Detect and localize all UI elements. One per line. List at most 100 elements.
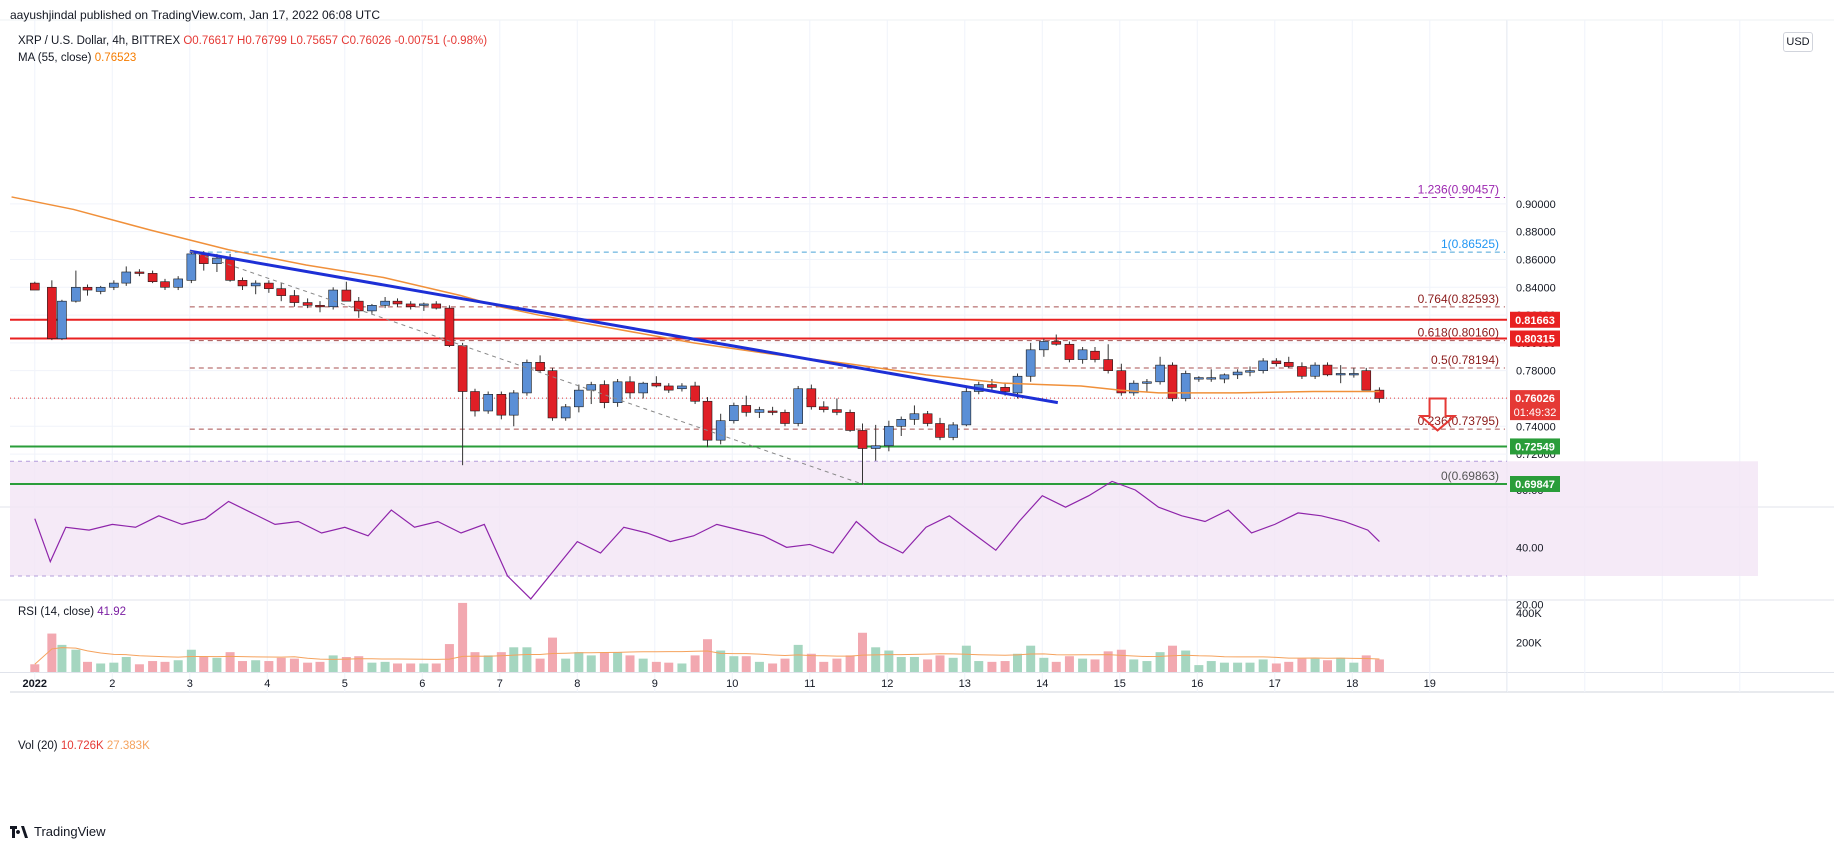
bearish-trend-line [189, 249, 1059, 405]
volume-tick-label: 200K [1516, 638, 1542, 650]
price-tag [1510, 476, 1560, 492]
volume-bar [651, 661, 661, 672]
candle-body [754, 409, 765, 413]
volume-bar [496, 652, 506, 672]
candle-body [302, 302, 313, 306]
volume-bar [845, 655, 855, 672]
candle-body [496, 394, 507, 416]
price-tag-label: 0.69847 [1515, 479, 1555, 491]
price-axis: 0.720000.740000.760000.780000.800000.820… [1516, 199, 1556, 461]
candle-body [729, 405, 739, 422]
volume-bar [1323, 660, 1332, 672]
candle-body [109, 282, 119, 288]
volume-bar [638, 658, 648, 672]
volume-bar [1013, 653, 1022, 672]
volume-bar [238, 661, 247, 672]
candle-body [1090, 350, 1100, 360]
footer-brand: TradingView [10, 824, 106, 839]
fib-label: 0.5(0.78194) [1431, 353, 1499, 367]
candle-body [212, 257, 222, 264]
volume-bar [574, 652, 584, 672]
overlay-lines [11, 196, 1458, 486]
volume-ma-value: 27.383K [106, 740, 150, 752]
rsi-band [10, 461, 1758, 576]
volume-bar [1129, 659, 1139, 672]
candle-body [1206, 377, 1217, 380]
candle-body [444, 307, 455, 346]
time-tick-label: 12 [881, 678, 893, 690]
down-arrow-icon [1417, 397, 1458, 432]
volume-bar [729, 656, 739, 672]
volume-bar [1064, 656, 1074, 672]
volume-ma-line [34, 647, 1380, 665]
volume-bar [289, 658, 299, 672]
volume-bar [57, 644, 67, 672]
volume-bar [251, 660, 261, 672]
symbol-title: XRP / U.S. Dollar, 4h, BITTREX [18, 35, 181, 47]
volume-bar [1310, 658, 1320, 672]
volume-bar [341, 657, 351, 672]
candle-body [832, 409, 842, 413]
volume-bar [961, 645, 971, 672]
candle-body [612, 381, 623, 403]
candle-body [1361, 370, 1372, 391]
volume-label: Vol (20) [18, 740, 58, 752]
candle-body [574, 389, 584, 408]
volume-bar [1233, 662, 1243, 672]
price-tick-label: 0.90000 [1516, 199, 1556, 211]
candle-body [470, 391, 480, 412]
candle-body [884, 425, 894, 447]
candle-body [1258, 360, 1268, 371]
candle-body [315, 305, 325, 308]
volume-bar [548, 637, 557, 672]
candle-body [663, 385, 674, 391]
fib-levels: 1.236(0.90457) 1(0.86525) 0.764(0.82593) 0.… [189, 183, 1505, 483]
candle-body [638, 382, 648, 394]
candle-body [935, 423, 945, 438]
time-tick-label: 6 [419, 678, 425, 690]
candle-body [741, 405, 752, 413]
candle-body [677, 385, 687, 390]
candle-body [1349, 373, 1359, 376]
price-tick-label: 0.78000 [1516, 366, 1556, 378]
price-tag-label: 0.72549 [1515, 441, 1555, 453]
price-tag [1510, 438, 1560, 455]
time-tick-label: 2 [109, 678, 115, 690]
volume-bar [367, 662, 377, 672]
volume-bar [987, 661, 997, 672]
fib-label: 1.236(0.90457) [1418, 183, 1499, 197]
time-tick-label: 15 [1114, 678, 1126, 690]
price-tick-label: 0.86000 [1516, 254, 1556, 266]
candle-body [909, 413, 920, 420]
volume-bar [212, 657, 222, 672]
volume-bar [1155, 652, 1165, 672]
volume-bar [625, 655, 635, 672]
candle-body [715, 420, 726, 441]
volume-bar [83, 661, 92, 672]
volume-bar [535, 658, 545, 672]
rsi-value: 41.92 [97, 606, 127, 618]
volume-bar [186, 649, 196, 672]
volume-bar [96, 663, 106, 672]
time-tick-label: 14 [1036, 678, 1048, 690]
volume-bar [1219, 662, 1229, 672]
volume-bar [121, 657, 131, 672]
candle-body [225, 259, 235, 281]
volume-bar [380, 661, 390, 672]
candle-body [95, 286, 106, 292]
fib-label: 0.618(0.80160) [1418, 326, 1499, 340]
price-tick-label: 0.84000 [1516, 282, 1556, 294]
candle-body [1245, 370, 1255, 373]
volume-bar [690, 655, 700, 672]
ma-label: MA (55, close) [18, 52, 92, 64]
candle-body [1128, 382, 1139, 394]
rsi-label: RSI (14, close) [18, 606, 95, 618]
candle-body [1051, 341, 1062, 345]
volume-bar [896, 657, 906, 672]
currency-button[interactable]: USD [1783, 32, 1813, 52]
volume-bar [276, 657, 286, 672]
candle-body [483, 394, 493, 412]
volume-bar [354, 656, 364, 672]
fib-anchor-line [189, 250, 865, 486]
